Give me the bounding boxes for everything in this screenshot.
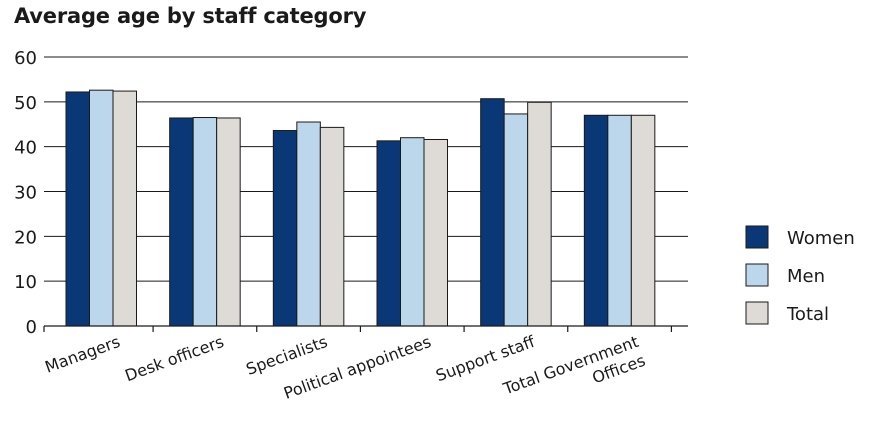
y-tick-label: 30 bbox=[14, 183, 37, 204]
x-category-labels: Managers Desk officers SpecialistsPolitica… bbox=[42, 332, 647, 403]
y-tick-label: 50 bbox=[14, 93, 37, 114]
bar-men-1 bbox=[192, 117, 218, 327]
bar-total-2 bbox=[319, 126, 345, 327]
bar-men-3 bbox=[400, 137, 425, 327]
x-category-label: Managers bbox=[42, 332, 122, 377]
chart-title: Average age by staff category bbox=[14, 4, 367, 28]
x-category-label-line: Desk officers bbox=[122, 332, 226, 385]
x-category-label: Desk officers bbox=[122, 332, 226, 385]
bar-total-5 bbox=[630, 114, 656, 327]
y-tick-labels: 0 10 20 30 40 50 60 bbox=[14, 48, 37, 338]
legend-swatch-women bbox=[745, 225, 769, 249]
bar-total-4 bbox=[527, 101, 552, 327]
y-tick-label: 20 bbox=[14, 227, 37, 248]
legend: Women Men Total bbox=[745, 225, 855, 325]
bar-men-4 bbox=[503, 113, 529, 327]
grid-lines bbox=[44, 56, 688, 282]
bars bbox=[65, 89, 656, 327]
y-tick-label: 40 bbox=[14, 138, 37, 159]
bar-men-2 bbox=[296, 121, 321, 327]
bar-women-1 bbox=[169, 117, 194, 327]
legend-label-women: Women bbox=[787, 228, 855, 249]
bar-women-3 bbox=[376, 140, 401, 327]
y-tick-label: 0 bbox=[26, 317, 37, 338]
bar-men-0 bbox=[89, 89, 114, 327]
bar-women-5 bbox=[583, 114, 609, 327]
legend-label-men: Men bbox=[787, 266, 825, 287]
x-category-label-line: Managers bbox=[42, 332, 122, 377]
bar-total-1 bbox=[216, 117, 241, 327]
bar-men-5 bbox=[607, 114, 632, 327]
legend-label-total: Total bbox=[786, 304, 829, 325]
axes bbox=[43, 325, 688, 332]
bar-total-0 bbox=[112, 90, 137, 327]
bar-women-2 bbox=[272, 130, 298, 327]
y-tick-label: 60 bbox=[14, 48, 37, 69]
legend-swatch-total bbox=[745, 301, 769, 325]
bar-women-0 bbox=[65, 91, 90, 327]
bar-women-4 bbox=[480, 98, 505, 327]
y-tick-label: 10 bbox=[14, 272, 37, 293]
legend-swatch-men bbox=[745, 263, 769, 287]
bar-total-3 bbox=[423, 138, 448, 327]
